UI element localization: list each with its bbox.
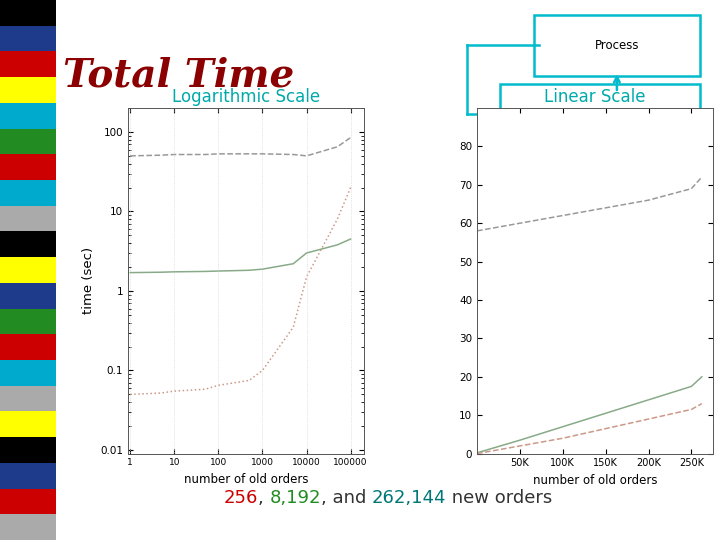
Bar [0,386,56,411]
Bar [0,129,56,154]
Text: 262,144: 262,144 [372,489,446,507]
Bar [0,180,56,206]
Bar [0,283,56,308]
Bar [0,0,56,26]
Bar [0,514,56,540]
Bar [0,437,56,463]
Bar [0,463,56,489]
Title: Logarithmic Scale: Logarithmic Scale [172,89,320,106]
Y-axis label: time (sec): time (sec) [82,247,95,314]
Bar [0,411,56,437]
Title: Linear Scale: Linear Scale [544,89,646,106]
Bar [0,103,56,129]
Text: Stop?: Stop? [583,181,616,194]
Polygon shape [528,145,672,231]
FancyBboxPatch shape [534,15,700,76]
Text: ,: , [258,489,269,507]
Bar [0,489,56,514]
Bar [0,308,56,334]
Bar [0,360,56,386]
Bar [0,232,56,257]
Text: new orders: new orders [446,489,553,507]
Bar [0,77,56,103]
FancyBboxPatch shape [500,84,700,145]
Text: , and: , and [321,489,372,507]
X-axis label: number of old orders: number of old orders [533,474,657,487]
Bar [0,257,56,283]
Text: Total Time: Total Time [63,56,294,94]
Text: Process: Process [595,39,639,52]
Bar [0,154,56,180]
Text: 8,192: 8,192 [269,489,321,507]
Text: 256: 256 [223,489,258,507]
Text: Re-match: Re-match [572,108,629,121]
Bar [0,334,56,360]
Bar [0,206,56,232]
X-axis label: number of old orders: number of old orders [184,473,308,486]
Bar [0,26,56,51]
Bar [0,51,56,77]
